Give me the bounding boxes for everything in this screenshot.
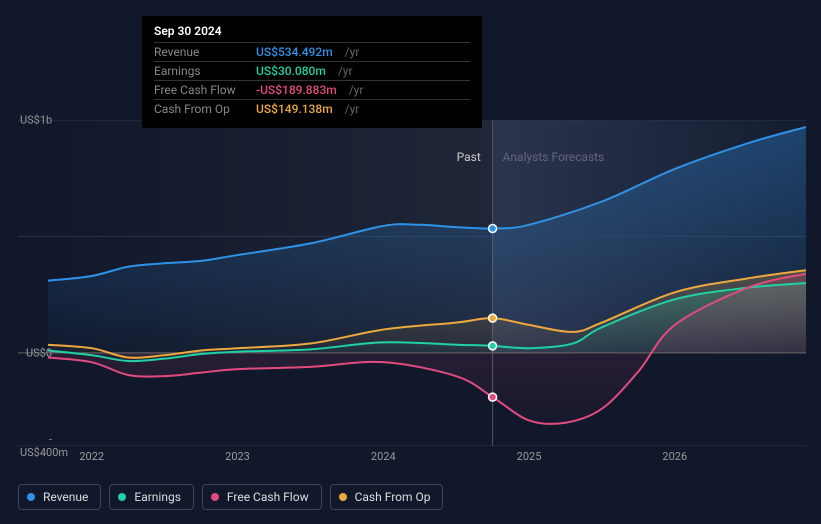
legend-label: Earnings (134, 490, 181, 504)
series-marker (489, 393, 497, 401)
x-axis-label: 2024 (371, 450, 396, 463)
tooltip-unit: /yr (345, 45, 360, 59)
series-marker (489, 314, 497, 322)
legend-item-cash-from-op[interactable]: Cash From Op (330, 484, 444, 510)
series-marker (489, 342, 497, 350)
legend-dot (27, 493, 35, 501)
x-axis-label: 2026 (662, 450, 687, 463)
tooltip-row: Cash From Op US$149.138m/yr (154, 99, 470, 118)
legend-item-free-cash-flow[interactable]: Free Cash Flow (202, 484, 322, 510)
tooltip-value: -US$189.883m (256, 83, 337, 97)
past-label: Past (457, 150, 481, 164)
legend-dot (339, 493, 347, 501)
legend-label: Free Cash Flow (227, 490, 309, 504)
chart-legend: Revenue Earnings Free Cash Flow Cash From O… (18, 484, 443, 510)
tooltip-label: Earnings (154, 64, 244, 78)
tooltip-row: Earnings US$30.080m/yr (154, 61, 470, 80)
x-axis-label: 2022 (79, 450, 104, 463)
tooltip-rows: Revenue US$534.492m/yr Earnings US$30.080m /… (154, 42, 470, 118)
tooltip-unit: /yr (338, 64, 353, 78)
tooltip-row: Revenue US$534.492m/yr (154, 42, 470, 61)
forecast-label: Analysts Forecasts (503, 150, 605, 164)
earnings-chart: US$1bUS$0-US$400m20222023202420252026Pas… (18, 120, 806, 446)
tooltip-unit: /yr (349, 83, 364, 97)
tooltip-label: Cash From Op (154, 102, 244, 116)
chart-svg (18, 120, 806, 446)
x-axis-label: 2025 (517, 450, 542, 463)
tooltip-value: US$534.492m (256, 45, 333, 59)
legend-dot (118, 493, 126, 501)
tooltip-label: Free Cash Flow (154, 83, 244, 97)
tooltip-unit: /yr (345, 102, 360, 116)
legend-label: Cash From Op (355, 490, 431, 504)
tooltip-row: Free Cash Flow -US$189.883m/yr (154, 80, 470, 99)
legend-dot (211, 493, 219, 501)
x-axis-label: 2023 (225, 450, 250, 463)
tooltip-value: US$30.080m (256, 64, 326, 78)
legend-label: Revenue (43, 490, 88, 504)
tooltip-value: US$149.138m (256, 102, 333, 116)
tooltip-date: Sep 30 2024 (154, 24, 470, 38)
series-marker (489, 225, 497, 233)
legend-item-earnings[interactable]: Earnings (109, 484, 194, 510)
legend-item-revenue[interactable]: Revenue (18, 484, 101, 510)
chart-tooltip: Sep 30 2024 RevenueUS$534.492m/yrEarning… (142, 16, 482, 128)
tooltip-label: Revenue (154, 45, 244, 59)
